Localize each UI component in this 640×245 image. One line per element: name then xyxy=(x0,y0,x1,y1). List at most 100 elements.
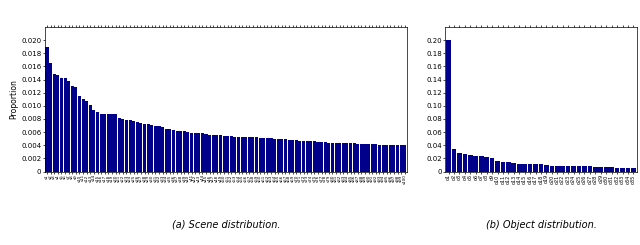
Bar xyxy=(118,118,121,172)
Bar xyxy=(533,164,538,172)
Bar xyxy=(164,129,168,172)
Bar xyxy=(572,166,576,172)
Bar xyxy=(241,137,244,172)
Bar xyxy=(452,148,456,172)
Bar xyxy=(154,125,157,172)
Bar xyxy=(183,131,186,172)
Bar xyxy=(147,124,150,172)
Bar xyxy=(194,133,196,172)
Bar xyxy=(92,110,95,172)
Bar xyxy=(287,140,291,171)
Bar xyxy=(143,123,146,172)
Bar xyxy=(161,127,164,172)
Bar xyxy=(588,166,592,172)
Bar xyxy=(550,166,554,171)
Bar xyxy=(631,168,636,172)
Bar xyxy=(114,114,117,172)
Bar xyxy=(223,136,225,172)
Bar xyxy=(234,137,236,172)
Bar xyxy=(273,139,276,172)
Bar xyxy=(381,145,385,171)
Bar xyxy=(457,153,461,172)
Bar xyxy=(197,133,200,171)
Y-axis label: Proportion: Proportion xyxy=(10,79,19,119)
Bar xyxy=(479,156,483,172)
Bar xyxy=(544,165,548,172)
Bar xyxy=(56,75,60,172)
Bar xyxy=(316,142,319,172)
Bar xyxy=(78,96,81,172)
Bar xyxy=(45,47,49,172)
Bar xyxy=(248,137,251,172)
Bar xyxy=(103,114,106,172)
Bar xyxy=(89,105,92,172)
Bar xyxy=(463,154,467,171)
Bar xyxy=(309,141,312,171)
Bar xyxy=(528,164,532,172)
Bar xyxy=(338,143,341,172)
Bar xyxy=(388,145,392,171)
Bar xyxy=(49,63,52,172)
Bar xyxy=(168,129,172,172)
Bar xyxy=(63,78,67,172)
Bar xyxy=(577,166,581,172)
Bar xyxy=(566,166,570,172)
Bar xyxy=(280,139,284,172)
Bar xyxy=(284,139,287,172)
Bar xyxy=(349,143,352,172)
Bar xyxy=(204,134,207,172)
Bar xyxy=(378,145,381,171)
Bar xyxy=(367,144,370,172)
Bar xyxy=(129,120,132,172)
Bar xyxy=(324,142,327,172)
Bar xyxy=(506,162,511,171)
Bar xyxy=(522,164,527,171)
Bar xyxy=(615,168,620,172)
Bar xyxy=(500,162,505,172)
Bar xyxy=(331,143,334,172)
Bar xyxy=(385,145,388,171)
Bar xyxy=(259,138,262,171)
Bar xyxy=(306,141,308,172)
Bar xyxy=(582,166,587,172)
Bar xyxy=(215,135,218,172)
Bar xyxy=(266,138,269,171)
Bar xyxy=(60,77,63,172)
Bar xyxy=(302,141,305,172)
Bar xyxy=(262,138,266,171)
Bar xyxy=(190,133,193,172)
Bar xyxy=(74,87,77,172)
Bar xyxy=(353,143,356,172)
Bar xyxy=(539,164,543,172)
Bar xyxy=(269,138,273,171)
Bar xyxy=(346,143,348,172)
Bar xyxy=(122,119,124,172)
Bar xyxy=(136,122,139,172)
Bar xyxy=(132,121,135,172)
Bar xyxy=(517,164,522,171)
Bar xyxy=(364,144,367,172)
Bar xyxy=(298,141,301,172)
Bar xyxy=(291,140,294,171)
Bar xyxy=(327,143,330,172)
Bar xyxy=(208,135,211,171)
Bar xyxy=(598,167,603,171)
Bar xyxy=(399,145,403,171)
Bar xyxy=(360,144,363,172)
Bar xyxy=(313,141,316,171)
Bar xyxy=(593,167,598,171)
Bar xyxy=(403,145,406,171)
Bar xyxy=(252,137,255,172)
Bar xyxy=(107,114,110,172)
Bar xyxy=(172,130,175,171)
Bar xyxy=(157,126,161,172)
Bar xyxy=(175,131,179,172)
Bar xyxy=(81,99,84,172)
Bar xyxy=(335,143,338,172)
Bar xyxy=(555,166,559,171)
Bar xyxy=(85,100,88,172)
Bar xyxy=(626,168,630,172)
Bar xyxy=(446,40,451,172)
Bar xyxy=(255,137,258,172)
Bar xyxy=(609,167,614,171)
